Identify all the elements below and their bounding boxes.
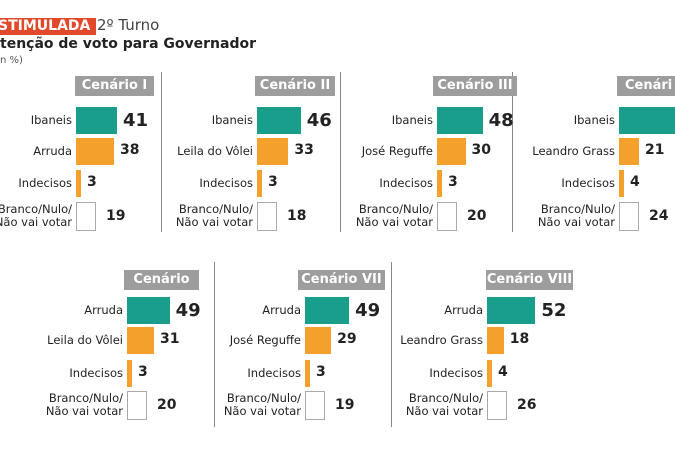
stimulada-badge: STIMULADA	[0, 18, 97, 35]
value-label: 49	[175, 300, 201, 321]
candidate-label: Branco/Nulo/ Não vai votar	[537, 202, 615, 229]
bar	[257, 202, 277, 231]
bar	[76, 107, 117, 134]
bar	[127, 391, 147, 420]
scenario-header: Cenário II	[255, 76, 335, 96]
value-label: 49	[355, 300, 381, 321]
bar	[305, 327, 332, 354]
candidate-label: José Reguffe	[361, 144, 433, 158]
value-label: 46	[306, 110, 332, 131]
unit-label: n %)	[0, 55, 23, 66]
value-label: 21	[644, 142, 665, 158]
bar	[619, 107, 675, 134]
scenario-header: Cenário III	[433, 76, 517, 96]
bar	[437, 202, 457, 231]
divider	[340, 72, 341, 232]
divider	[161, 72, 162, 232]
value-label: 48	[488, 110, 514, 131]
candidate-label: José Reguffe	[229, 333, 301, 347]
candidate-label: Leandro Grass	[400, 333, 483, 347]
bar	[437, 138, 466, 165]
value-label: 31	[159, 331, 180, 347]
bar	[487, 391, 507, 420]
bar	[487, 297, 536, 324]
divider	[391, 262, 392, 427]
divider	[214, 262, 215, 427]
value-label: 18	[287, 208, 307, 224]
value-label: 26	[517, 397, 537, 413]
value-label: 3	[448, 174, 458, 190]
bar	[619, 138, 639, 165]
value-label: 52	[541, 300, 567, 321]
scenario-header: Cenário VIII	[486, 270, 573, 290]
scenario-header: Cenário VII	[298, 270, 385, 290]
value-label: 4	[498, 364, 508, 380]
candidate-label: Branco/Nulo/ Não vai votar	[405, 391, 483, 418]
bar	[76, 202, 96, 231]
candidate-label: Arruda	[33, 144, 72, 158]
candidate-label: Ibaneis	[391, 113, 433, 127]
round-label: 2º Turno	[97, 16, 160, 34]
bar	[437, 170, 442, 197]
value-label: 3	[138, 364, 148, 380]
candidate-label: Branco/Nulo/ Não vai votar	[175, 202, 253, 229]
value-label: 19	[335, 397, 355, 413]
bar	[619, 202, 639, 231]
value-label: 38	[120, 142, 140, 158]
candidate-label: Indecisos	[429, 366, 483, 380]
value-label: 18	[509, 331, 530, 347]
bar	[76, 170, 81, 197]
candidate-label: Branco/Nulo/ Não vai votar	[355, 202, 433, 229]
candidate-label: Indecisos	[69, 366, 123, 380]
divider	[512, 72, 513, 232]
value-label: 3	[87, 174, 97, 190]
bar	[619, 170, 624, 197]
bar	[305, 391, 325, 420]
candidate-label: Branco/Nulo/ Não vai votar	[45, 391, 123, 418]
value-label: 19	[106, 208, 126, 224]
candidate-label: Indecisos	[18, 176, 72, 190]
candidate-label: Indecisos	[561, 176, 615, 190]
scenario-header: Cenário VI	[124, 270, 199, 307]
scenario-header: Cenári	[617, 76, 675, 96]
value-label: 4	[630, 174, 640, 190]
candidate-label: Ibaneis	[30, 113, 72, 127]
candidate-label: Ibaneis	[573, 113, 615, 127]
value-label: 41	[123, 110, 149, 131]
bar	[305, 297, 350, 324]
candidate-label: Leila do Vôlei	[177, 144, 253, 158]
candidate-label: Arruda	[84, 303, 123, 317]
bar	[257, 138, 289, 165]
candidate-label: Indecisos	[247, 366, 301, 380]
bar	[487, 360, 492, 387]
value-label: 3	[316, 364, 326, 380]
candidate-label: Branco/Nulo/ Não vai votar	[0, 202, 72, 229]
value-label: 3	[268, 174, 278, 190]
scenario-header: Cenário I	[75, 76, 154, 96]
value-label: 24	[649, 208, 669, 224]
candidate-label: Arruda	[444, 303, 483, 317]
value-label: 29	[337, 331, 357, 347]
candidate-label: Leila do Vôlei	[47, 333, 123, 347]
bar	[257, 107, 301, 134]
value-label: 20	[157, 397, 177, 413]
value-label: 30	[471, 142, 491, 158]
value-label: 20	[467, 208, 487, 224]
candidate-label: Indecisos	[199, 176, 253, 190]
candidate-label: Leandro Grass	[532, 144, 615, 158]
bar	[305, 360, 310, 387]
bar	[257, 170, 262, 197]
value-label: 33	[294, 142, 314, 158]
bar	[487, 327, 504, 354]
candidate-label: Ibaneis	[211, 113, 253, 127]
candidate-label: Indecisos	[379, 176, 433, 190]
bar	[437, 107, 483, 134]
bar	[76, 138, 114, 165]
bar	[127, 360, 132, 387]
candidate-label: Branco/Nulo/ Não vai votar	[223, 391, 301, 418]
bar	[127, 327, 154, 354]
bar	[127, 297, 170, 324]
chart-title: tenção de voto para Governador	[0, 36, 256, 52]
candidate-label: Arruda	[262, 303, 301, 317]
